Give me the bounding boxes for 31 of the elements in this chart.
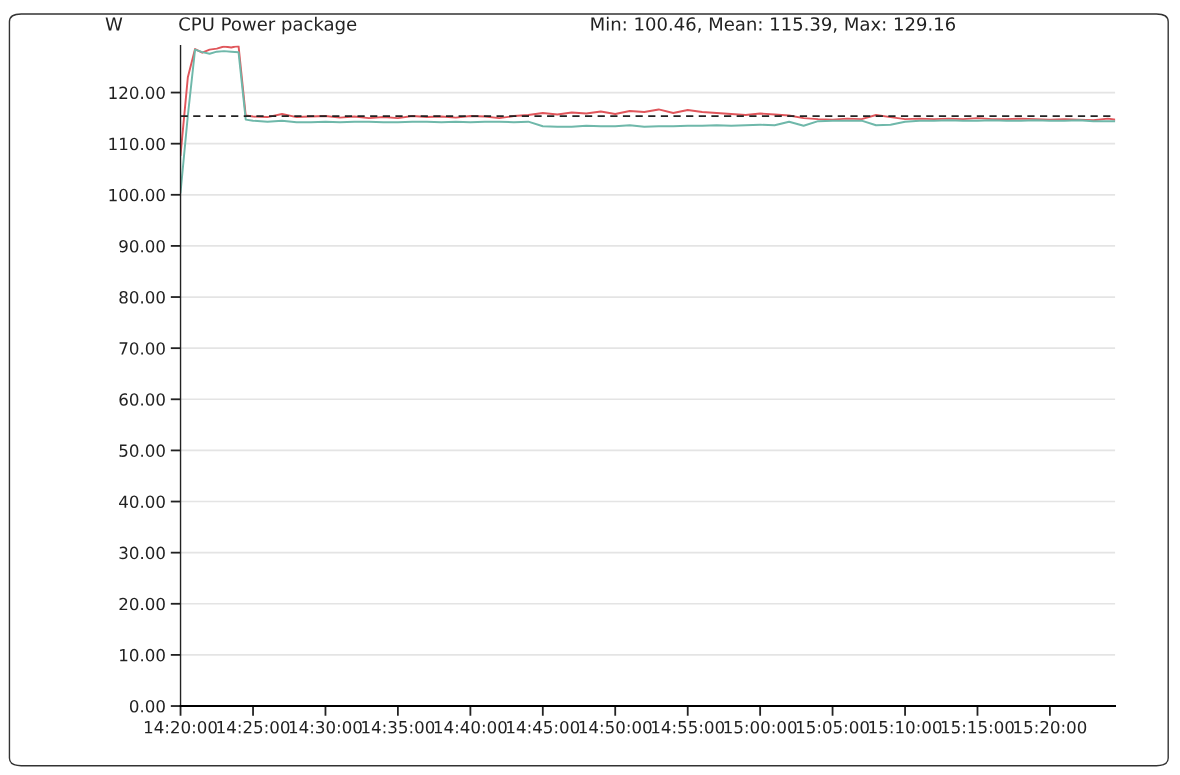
y-tick-label: 40.00: [119, 495, 165, 509]
x-tick-label: 14:35:00: [362, 720, 435, 734]
y-tick-label: 10.00: [120, 648, 165, 662]
y-axis-title: W: [105, 17, 123, 31]
x-tick-label: 14:30:00: [289, 720, 362, 734]
y-tick-label: 110.00: [109, 137, 165, 151]
text: Min: 100.46, Mean: 115.39, Max: 129.16: [591, 16, 956, 33]
y-tick-label: 50.00: [119, 444, 165, 457]
x-tick-label: 14:25:00: [217, 720, 290, 734]
y-tick-label: 20.00: [119, 597, 165, 611]
x-tick-label: 14:40:00: [434, 720, 507, 734]
y-tick-label: 0.00: [129, 699, 165, 713]
y-tick-label: 70.00: [119, 342, 165, 355]
x-tick-label: 14:50:00: [579, 720, 652, 734]
y-tick-label: 100.00: [109, 188, 165, 202]
x-tick-label: 14:45:00: [507, 720, 580, 734]
x-tick-label: 15:10:00: [869, 720, 942, 734]
x-tick-label: 15:15:00: [941, 720, 1014, 734]
y-tick-label: 30.00: [119, 546, 165, 560]
x-tick-label: 15:00:00: [724, 720, 797, 734]
x-tick-label: 15:20:00: [1014, 720, 1087, 734]
chart-title: CPU Power package: [179, 16, 357, 35]
y-tick-label: 120.00: [109, 86, 165, 100]
y-tick-label: 90.00: [119, 239, 165, 253]
y-tick-label: 80.00: [119, 291, 165, 304]
line-series: [180, 48, 1116, 194]
x-tick-label: 14:20:00: [144, 720, 217, 734]
x-tick-label: 15:05:00: [796, 720, 869, 734]
line-series: [180, 45, 1116, 156]
x-tick-label: 14:55:00: [652, 720, 725, 734]
y-tick-label: 60.00: [119, 393, 165, 406]
